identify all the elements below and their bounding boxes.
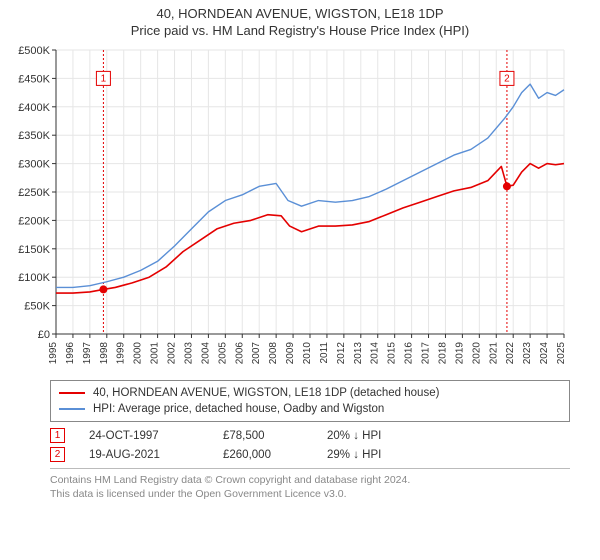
svg-text:2009: 2009 — [285, 342, 296, 365]
legend-swatch — [59, 392, 85, 394]
chart-title: 40, HORNDEAN AVENUE, WIGSTON, LE18 1DP — [10, 6, 590, 21]
legend-item: 40, HORNDEAN AVENUE, WIGSTON, LE18 1DP (… — [59, 385, 561, 401]
svg-text:£200K: £200K — [18, 215, 50, 227]
svg-text:2001: 2001 — [150, 342, 161, 365]
event-price: £260,000 — [223, 449, 303, 461]
legend: 40, HORNDEAN AVENUE, WIGSTON, LE18 1DP (… — [50, 380, 570, 422]
svg-text:2007: 2007 — [251, 342, 262, 365]
svg-text:2023: 2023 — [522, 342, 533, 365]
svg-text:2002: 2002 — [167, 342, 178, 365]
svg-text:2010: 2010 — [302, 342, 313, 365]
svg-text:2017: 2017 — [421, 342, 432, 365]
svg-text:2000: 2000 — [133, 342, 144, 365]
event-price: £78,500 — [223, 430, 303, 442]
chart-subtitle: Price paid vs. HM Land Registry's House … — [10, 23, 590, 38]
svg-text:2013: 2013 — [353, 342, 364, 365]
svg-text:2: 2 — [504, 73, 510, 84]
svg-text:2020: 2020 — [471, 342, 482, 365]
svg-text:£350K: £350K — [18, 130, 50, 142]
svg-text:2021: 2021 — [488, 342, 499, 365]
svg-text:1999: 1999 — [116, 342, 127, 365]
svg-text:2011: 2011 — [319, 342, 330, 364]
svg-text:2006: 2006 — [234, 342, 245, 365]
svg-text:2008: 2008 — [268, 342, 279, 365]
svg-text:2005: 2005 — [217, 342, 228, 365]
chart-area: £0 £50K £100K £150K £200K £250K £300K £350K £400… — [10, 44, 590, 374]
svg-text:1: 1 — [101, 73, 107, 84]
svg-text:2025: 2025 — [556, 342, 567, 365]
event-table: 1 24-OCT-1997 £78,500 20% ↓ HPI 2 19-AUG-2021… — [50, 428, 570, 462]
event-marker: 1 — [50, 428, 65, 443]
svg-text:£300K: £300K — [18, 159, 50, 171]
svg-text:£0: £0 — [38, 329, 50, 341]
svg-text:2018: 2018 — [437, 342, 448, 365]
svg-text:£400K: £400K — [18, 102, 50, 114]
svg-text:2019: 2019 — [454, 342, 465, 365]
svg-text:1995: 1995 — [48, 342, 59, 365]
legend-label: HPI: Average price, detached house, Oadb… — [93, 401, 384, 417]
legend-item: HPI: Average price, detached house, Oadb… — [59, 401, 561, 417]
svg-text:1998: 1998 — [99, 342, 110, 365]
event-row: 1 24-OCT-1997 £78,500 20% ↓ HPI — [50, 428, 570, 443]
svg-text:1996: 1996 — [65, 342, 76, 365]
svg-text:2014: 2014 — [370, 342, 381, 365]
attribution-line: This data is licensed under the Open Gov… — [50, 487, 570, 501]
svg-text:2012: 2012 — [336, 342, 347, 365]
svg-text:£150K: £150K — [18, 244, 50, 256]
event-date: 24-OCT-1997 — [89, 430, 199, 442]
svg-text:1997: 1997 — [82, 342, 93, 365]
event-delta: 20% ↓ HPI — [327, 430, 427, 442]
attribution-line: Contains HM Land Registry data © Crown c… — [50, 473, 570, 487]
svg-text:£100K: £100K — [18, 272, 50, 284]
svg-text:2015: 2015 — [387, 342, 398, 365]
event-delta: 29% ↓ HPI — [327, 449, 427, 461]
line-chart: £0 £50K £100K £150K £200K £250K £300K £350K £400… — [10, 44, 570, 374]
legend-swatch — [59, 408, 85, 410]
event-marker: 2 — [50, 447, 65, 462]
attribution: Contains HM Land Registry data © Crown c… — [50, 468, 570, 501]
svg-text:£500K: £500K — [18, 45, 50, 57]
legend-label: 40, HORNDEAN AVENUE, WIGSTON, LE18 1DP (… — [93, 385, 439, 401]
svg-text:2024: 2024 — [539, 342, 550, 365]
event-row: 2 19-AUG-2021 £260,000 29% ↓ HPI — [50, 447, 570, 462]
svg-text:2022: 2022 — [505, 342, 516, 365]
svg-text:£250K: £250K — [18, 187, 50, 199]
event-date: 19-AUG-2021 — [89, 449, 199, 461]
svg-text:2004: 2004 — [200, 342, 211, 365]
svg-text:2016: 2016 — [404, 342, 415, 365]
svg-text:£50K: £50K — [24, 301, 50, 313]
svg-text:£450K: £450K — [18, 73, 50, 85]
svg-text:2003: 2003 — [183, 342, 194, 365]
